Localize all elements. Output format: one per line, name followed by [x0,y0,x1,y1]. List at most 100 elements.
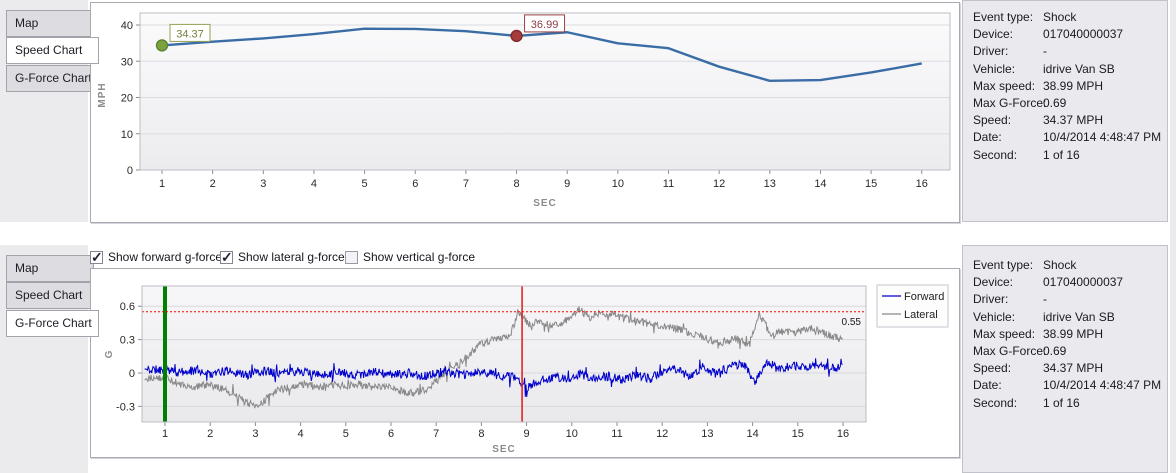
info-value: 10/4/2014 4:48:47 PM [1043,378,1162,393]
svg-text:14: 14 [746,428,758,440]
tab-speed-chart[interactable]: Speed Chart [6,37,99,64]
svg-text:14: 14 [814,178,826,190]
svg-text:1: 1 [159,178,165,190]
info-row: Second: 1 of 16 [963,148,1167,165]
checkbox-show-vertical-gforce[interactable]: Show vertical g-force [345,249,475,265]
svg-text:13: 13 [701,428,713,440]
panel-edge [1170,0,1176,473]
info-label: Event type: [973,10,1034,24]
info-label: Date: [973,378,1002,393]
checkbox-vertical-icon[interactable] [345,250,358,264]
tab-speed-chart[interactable]: Speed Chart [6,282,94,309]
svg-text:Lateral: Lateral [904,309,938,321]
info-row: Device: 017040000037 [963,275,1167,292]
info-label: Date: [973,130,1002,145]
svg-text:7: 7 [433,428,439,440]
svg-text:8: 8 [513,178,519,190]
svg-text:20: 20 [121,93,133,105]
svg-text:-0.3: -0.3 [116,401,135,413]
checkbox-lateral-label: Show lateral g-force [238,250,345,264]
info-value: - [1043,292,1047,307]
tab-gforce-chart[interactable]: G-Force Chart [6,310,99,337]
checkbox-forward-icon[interactable] [90,249,103,266]
svg-text:3: 3 [252,428,258,440]
info-row: Speed: 34.37 MPH [963,361,1167,378]
checkbox-show-forward-gforce[interactable]: Show forward g-force [90,249,223,266]
svg-text:0: 0 [127,165,133,177]
tab-map[interactable]: Map [6,255,94,282]
info-label: Second: [973,395,1018,410]
svg-text:0.6: 0.6 [120,301,135,313]
info-value: idrive Van SB [1043,309,1115,324]
info-label: Driver: [973,44,1009,59]
info-value: Shock [1043,258,1077,272]
info-row: Speed: 34.37 MPH [963,113,1167,130]
info-row: Date: 10/4/2014 4:48:47 PM [963,130,1167,147]
svg-text:9: 9 [564,178,570,190]
svg-text:15: 15 [792,428,804,440]
svg-text:10: 10 [566,428,578,440]
info-value: 0.69 [1043,95,1067,110]
info-value: Shock [1043,10,1077,24]
info-row: Driver: - [963,292,1167,309]
info-value: - [1043,44,1047,59]
info-value: 0.69 [1043,343,1067,358]
event-info-panel: Event type: Shock Device: 017040000037 Drive… [962,0,1168,222]
svg-text:10: 10 [612,178,624,190]
svg-text:G: G [104,350,115,359]
info-row: Event type: Shock [963,10,1167,27]
svg-text:5: 5 [343,428,349,440]
svg-text:11: 11 [611,428,622,440]
info-row: Max speed: 38.99 MPH [963,327,1167,344]
info-value: 017040000037 [1043,275,1124,290]
tab-map[interactable]: Map [6,10,94,37]
svg-text:6: 6 [412,178,418,190]
svg-text:7: 7 [463,178,469,190]
svg-text:5: 5 [362,178,368,190]
gforce-chart-panel: Map Speed Chart G-Force Chart Show forwa… [0,245,1176,473]
svg-text:16: 16 [916,178,928,190]
info-label: Max G-Force: [973,343,1047,358]
info-label: Device: [973,27,1014,42]
info-label: Vehicle: [973,61,1016,76]
svg-text:Forward: Forward [904,291,944,303]
info-label: Device: [973,275,1014,290]
gforce-panel-tab-strip: Map Speed Chart G-Force Chart [0,245,99,473]
svg-text:2: 2 [207,428,213,440]
checkbox-lateral-icon[interactable] [220,249,233,266]
info-label: Max G-Force: [973,95,1047,110]
gforce-chart[interactable]: -0.300.30.61 2 3 4 5 6 7 8 9 10 11 12 13 14 15 160.55Fo… [91,269,957,455]
svg-text:SEC: SEC [533,198,557,209]
info-value: 10/4/2014 4:48:47 PM [1043,130,1162,145]
speed-chart-panel: Map Speed Chart G-Force Chart 0 10 20 30 40 1… [0,0,1176,223]
info-row: Device: 017040000037 [963,27,1167,44]
svg-text:1: 1 [162,428,168,440]
info-row: Event type: Shock [963,258,1167,275]
checkbox-forward-label: Show forward g-force [108,250,223,264]
info-label: Max speed: [973,78,1036,93]
speed-panel-tab-strip: Map Speed Chart G-Force Chart [0,0,99,222]
svg-text:8: 8 [478,428,484,440]
svg-text:13: 13 [764,178,776,190]
svg-text:12: 12 [713,178,725,190]
checkbox-show-lateral-gforce[interactable]: Show lateral g-force [220,249,345,266]
svg-text:10: 10 [121,129,133,141]
info-label: Driver: [973,292,1009,307]
info-label: Second: [973,147,1018,162]
svg-text:MPH: MPH [97,82,108,107]
svg-text:4: 4 [298,428,304,440]
info-row: Driver: - [963,44,1167,61]
svg-text:0.3: 0.3 [120,335,135,347]
info-row: Max speed: 38.99 MPH [963,79,1167,96]
speed-chart-container: 0 10 20 30 40 1 2 3 4 5 6 7 8 9 10 11 12 13 14 15 16 34.37 36.… [90,2,960,223]
svg-text:12: 12 [656,428,668,440]
tab-gforce-chart[interactable]: G-Force Chart [6,65,94,92]
info-label: Speed: [973,361,1012,376]
info-row: Date: 10/4/2014 4:48:47 PM [963,378,1167,395]
info-row: Second: 1 of 16 [963,396,1167,413]
checkbox-vertical-label: Show vertical g-force [363,250,476,264]
info-label: Speed: [973,113,1012,128]
event-info-panel: Event type: Shock Device: 017040000037 Drive… [962,245,1168,473]
